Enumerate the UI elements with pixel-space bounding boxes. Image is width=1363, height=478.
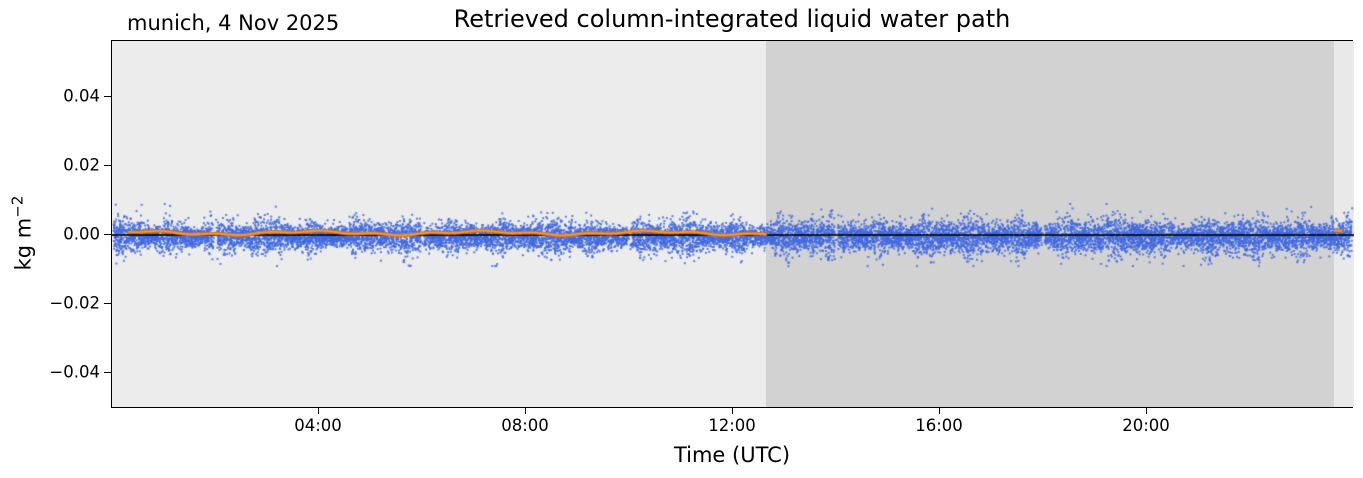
chart-title: Retrieved column-integrated liquid water… (453, 5, 1011, 33)
y-tick-label: 0.02 (63, 155, 100, 175)
site-date-label: munich, 4 Nov 2025 (127, 11, 340, 35)
x-tick-label: 20:00 (1122, 416, 1170, 435)
x-tick-label: 12:00 (708, 416, 756, 435)
x-tick-label: 16:00 (915, 416, 963, 435)
x-tick-mark (318, 408, 320, 414)
plot-area (111, 40, 1354, 409)
x-tick-mark (525, 408, 527, 414)
x-tick-mark (1146, 408, 1148, 414)
x-axis-label: Time (UTC) (673, 443, 791, 467)
y-axis-label-exponent: −2 (8, 195, 27, 218)
y-tick-mark (104, 234, 111, 236)
y-axis-label-base: kg m (11, 217, 36, 271)
y-tick-label: −0.02 (49, 293, 100, 313)
x-tick-label: 08:00 (501, 416, 549, 435)
x-tick-label: 04:00 (294, 416, 342, 435)
x-tick-mark (732, 408, 734, 414)
y-tick-label: 0.00 (63, 224, 100, 244)
scatter-canvas (112, 41, 1354, 409)
y-tick-mark (104, 303, 111, 305)
y-tick-mark (104, 95, 111, 98)
y-axis-label: kg m−2 (9, 196, 36, 271)
y-tick-label: 0.04 (63, 86, 100, 106)
y-tick-mark (104, 164, 111, 167)
y-tick-mark (104, 372, 111, 374)
x-tick-mark (939, 408, 941, 414)
y-tick-label: −0.04 (49, 362, 100, 382)
